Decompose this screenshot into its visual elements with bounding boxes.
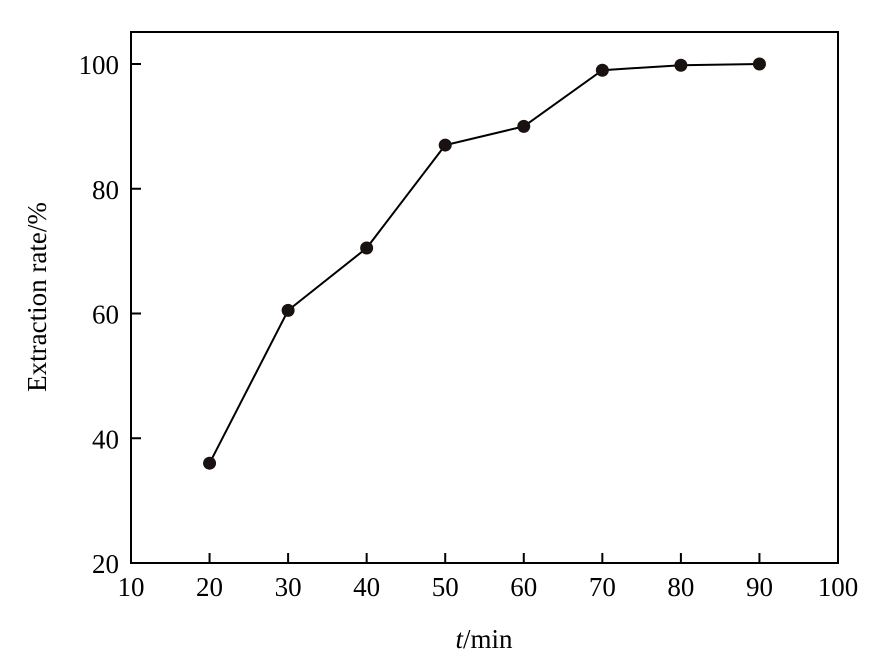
y-tick-label: 80 (92, 175, 119, 205)
data-point (438, 138, 452, 152)
series-layer (203, 57, 766, 470)
y-axis-label: Extraction rate/% (22, 202, 52, 392)
data-point (595, 63, 609, 77)
y-tick-label: 20 (92, 549, 119, 579)
x-axis-label: t/min (455, 624, 513, 654)
data-point (752, 57, 766, 71)
x-tick-label: 10 (118, 572, 145, 602)
data-point (281, 303, 295, 317)
data-point (360, 241, 374, 255)
x-tick-label: 80 (667, 572, 694, 602)
data-point (674, 58, 688, 72)
x-axis-ticks: 10 20 30 40 50 60 70 80 90 100 (118, 553, 859, 602)
y-tick-label: 60 (92, 300, 119, 330)
x-tick-label: 70 (589, 572, 616, 602)
x-tick-label: 100 (818, 572, 859, 602)
y-tick-label: 40 (92, 424, 119, 454)
y-axis-ticks: 20 40 60 80 100 (79, 50, 141, 579)
series-line (208, 63, 760, 464)
x-tick-label: 50 (432, 572, 459, 602)
data-point (203, 456, 217, 470)
data-point (517, 119, 531, 133)
x-tick-label: 20 (196, 572, 223, 602)
x-tick-label: 30 (275, 572, 302, 602)
x-tick-label: 40 (353, 572, 380, 602)
plot-frame (130, 31, 839, 564)
x-axis-label-variable: t (455, 624, 464, 654)
x-tick-label: 60 (510, 572, 537, 602)
x-tick-label: 90 (746, 572, 773, 602)
x-axis-label-unit: /min (463, 624, 513, 654)
y-tick-label: 100 (79, 50, 120, 80)
